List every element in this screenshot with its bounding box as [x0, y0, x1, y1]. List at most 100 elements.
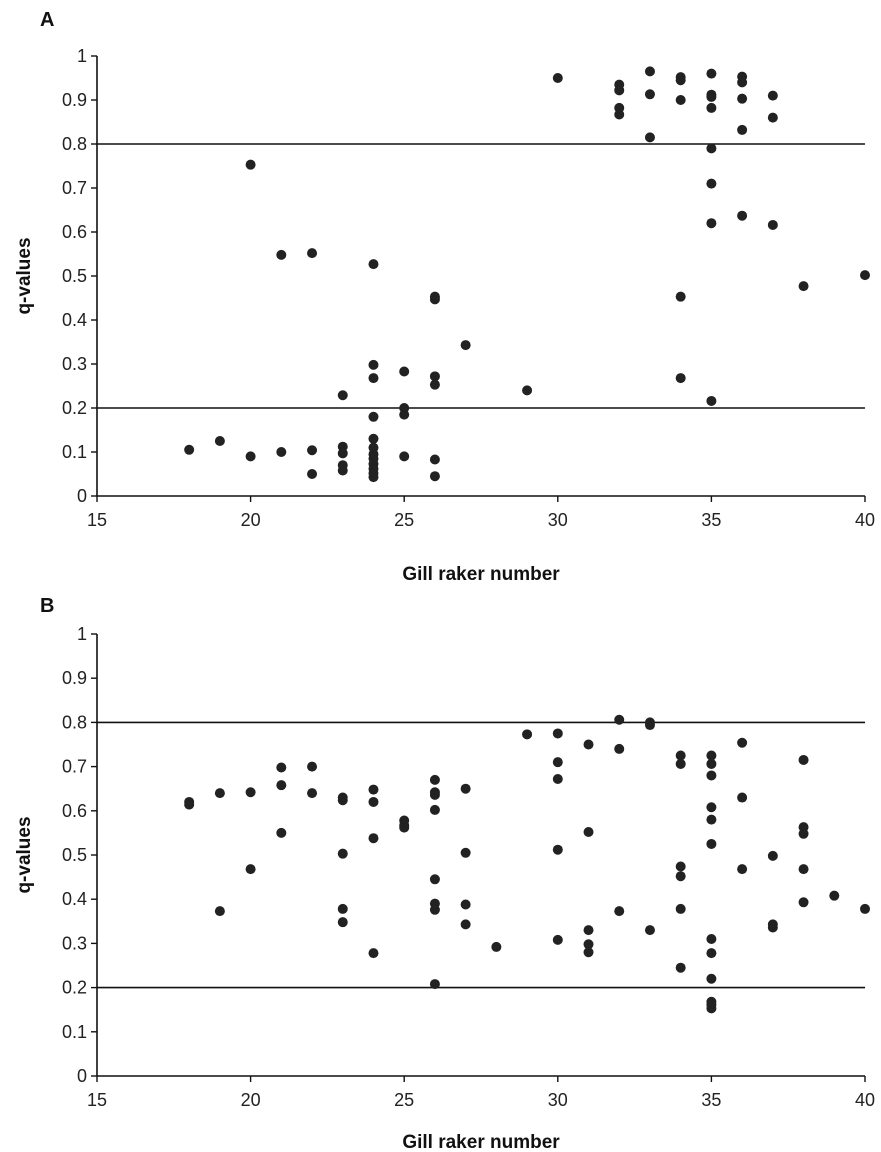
data-point: [307, 248, 318, 259]
data-point: [276, 780, 287, 791]
data-point: [706, 770, 717, 781]
y-axis-title: q-values: [14, 816, 35, 893]
data-point: [276, 249, 287, 260]
data-point: [552, 844, 563, 855]
data-point: [767, 850, 778, 861]
data-point: [429, 371, 440, 382]
data-point: [706, 802, 717, 813]
data-point: [706, 178, 717, 189]
data-point: [460, 847, 471, 858]
panel-label: B: [40, 595, 54, 617]
data-point: [368, 359, 379, 370]
y-tick-label: 0.9: [62, 90, 87, 110]
data-point: [552, 73, 563, 83]
data-point: [337, 448, 348, 459]
y-tick-label: 0.4: [62, 310, 87, 330]
data-point: [706, 218, 717, 229]
data-point: [706, 758, 717, 769]
data-point: [368, 411, 379, 422]
y-tick-label: 0.6: [62, 222, 87, 242]
data-point: [583, 827, 594, 838]
y-tick-label: 0.1: [62, 442, 87, 462]
data-point: [583, 947, 594, 958]
data-point: [706, 933, 717, 944]
data-point: [798, 281, 809, 292]
data-point: [706, 750, 717, 761]
data-point: [307, 788, 318, 799]
data-point: [337, 465, 348, 476]
x-tick-label: 15: [87, 1090, 107, 1110]
y-tick-label: 0.8: [62, 712, 87, 732]
data-point: [429, 979, 440, 990]
data-point: [214, 906, 225, 917]
data-point: [706, 838, 717, 849]
data-point: [552, 728, 563, 739]
data-point: [614, 109, 625, 120]
data-point: [368, 472, 379, 483]
x-tick-label: 30: [548, 510, 568, 530]
data-point: [214, 436, 225, 446]
data-point: [276, 827, 287, 838]
data-point: [706, 143, 717, 154]
data-point: [184, 444, 195, 455]
data-point: [307, 445, 318, 456]
y-axis-title: q-values: [14, 237, 35, 314]
y-tick-label: 0.7: [62, 757, 87, 777]
data-point: [706, 814, 717, 825]
data-point: [429, 789, 440, 800]
y-tick-label: 0: [77, 1066, 87, 1086]
data-point: [368, 796, 379, 807]
data-point: [245, 451, 256, 462]
data-point: [429, 471, 440, 482]
data-point: [429, 454, 440, 465]
data-point: [368, 373, 379, 384]
x-tick-label: 35: [701, 1090, 721, 1110]
data-point: [706, 91, 717, 102]
data-point: [860, 270, 870, 281]
data-point: [429, 804, 440, 815]
data-point: [337, 917, 348, 928]
y-tick-label: 0: [77, 486, 87, 506]
data-point: [737, 210, 748, 221]
data-point: [614, 906, 625, 917]
x-tick-label: 35: [701, 510, 721, 530]
y-tick-label: 1: [77, 624, 87, 644]
data-point: [706, 395, 717, 406]
data-point: [368, 833, 379, 844]
data-point: [737, 792, 748, 803]
y-tick-label: 0.9: [62, 668, 87, 688]
x-tick-label: 20: [241, 510, 261, 530]
data-point: [245, 159, 256, 170]
data-point: [522, 729, 533, 740]
data-point: [737, 93, 748, 104]
data-point: [737, 737, 748, 748]
data-point: [860, 903, 870, 914]
data-point: [399, 409, 410, 420]
data-point: [337, 903, 348, 914]
data-point: [552, 757, 563, 768]
data-point: [706, 948, 717, 959]
y-tick-label: 0.4: [62, 889, 87, 909]
x-tick-label: 15: [87, 510, 107, 530]
data-point: [798, 828, 809, 839]
data-point: [399, 822, 410, 833]
data-point: [552, 773, 563, 784]
x-axis-title: Gill raker number: [402, 564, 560, 585]
data-point: [675, 750, 686, 761]
data-point: [737, 124, 748, 135]
data-point: [245, 787, 256, 798]
data-point: [706, 102, 717, 113]
data-point: [460, 340, 471, 351]
y-tick-label: 0.7: [62, 178, 87, 198]
data-point: [675, 861, 686, 872]
panel-label: A: [40, 9, 54, 31]
data-point: [675, 373, 686, 384]
x-tick-label: 30: [548, 1090, 568, 1110]
data-point: [767, 922, 778, 933]
data-point: [583, 939, 594, 950]
data-point: [614, 85, 625, 96]
data-point: [460, 783, 471, 794]
y-tick-label: 1: [77, 46, 87, 66]
data-point: [460, 899, 471, 910]
